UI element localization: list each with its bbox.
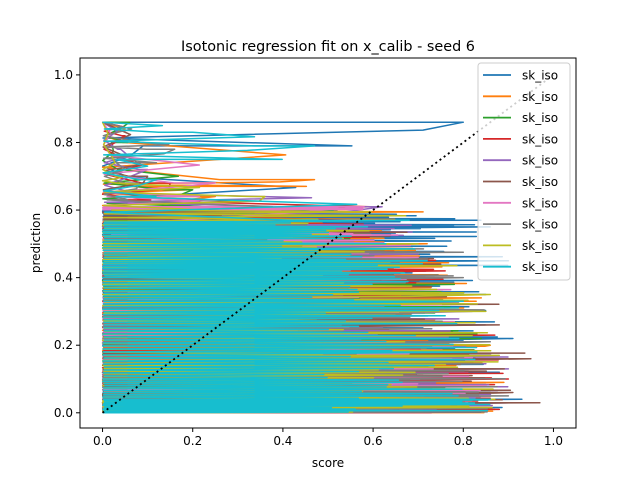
legend-entry: sk_iso	[483, 175, 558, 189]
legend-label: sk_iso	[522, 260, 558, 274]
legend-label: sk_iso	[522, 154, 558, 168]
x-axis-label: score	[312, 456, 344, 470]
x-tick-label: 0.4	[273, 434, 292, 448]
y-axis: 0.0 0.2 0.4 0.6 0.8 1.0	[54, 68, 80, 420]
plot-area	[101, 74, 554, 414]
series-10	[101, 121, 492, 414]
legend-entry: sk_iso	[483, 111, 558, 125]
x-tick-label: 0.2	[183, 434, 202, 448]
legend-label: sk_iso	[522, 69, 558, 83]
legend-entry: sk_iso	[483, 260, 558, 274]
legend-entry: sk_iso	[483, 132, 558, 146]
legend-label: sk_iso	[522, 218, 558, 232]
x-tick-label: 0.0	[93, 434, 112, 448]
x-axis: 0.0 0.2 0.4 0.6 0.8 1.0	[93, 428, 563, 448]
legend: sk_iso sk_iso sk_iso sk_iso sk_iso sk_iso sk_i…	[477, 62, 571, 281]
y-axis-label: prediction	[29, 213, 43, 273]
legend-label: sk_iso	[522, 90, 558, 104]
y-tick-label: 0.6	[54, 203, 73, 217]
x-tick-label: 1.0	[544, 434, 563, 448]
legend-entry: sk_iso	[483, 239, 558, 253]
legend-label: sk_iso	[522, 111, 558, 125]
y-tick-label: 0.0	[54, 406, 73, 420]
legend-label: sk_iso	[522, 132, 558, 146]
y-tick-label: 0.4	[54, 271, 73, 285]
series-line	[101, 121, 492, 414]
chart-title: Isotonic regression fit on x_calib - see…	[181, 39, 475, 55]
legend-entry: sk_iso	[483, 218, 558, 232]
y-tick-label: 0.8	[54, 135, 73, 149]
y-tick-label: 1.0	[54, 68, 73, 82]
legend-label: sk_iso	[522, 239, 558, 253]
legend-entry: sk_iso	[483, 90, 558, 104]
legend-entry: sk_iso	[483, 196, 558, 210]
y-tick-label: 0.2	[54, 338, 73, 352]
legend-entry: sk_iso	[483, 69, 558, 83]
legend-label: sk_iso	[522, 175, 558, 189]
plot-frame	[79, 57, 577, 429]
x-tick-label: 0.6	[364, 434, 383, 448]
legend-label: sk_iso	[522, 196, 558, 210]
legend-entry: sk_iso	[483, 154, 558, 168]
x-tick-label: 0.8	[454, 434, 473, 448]
